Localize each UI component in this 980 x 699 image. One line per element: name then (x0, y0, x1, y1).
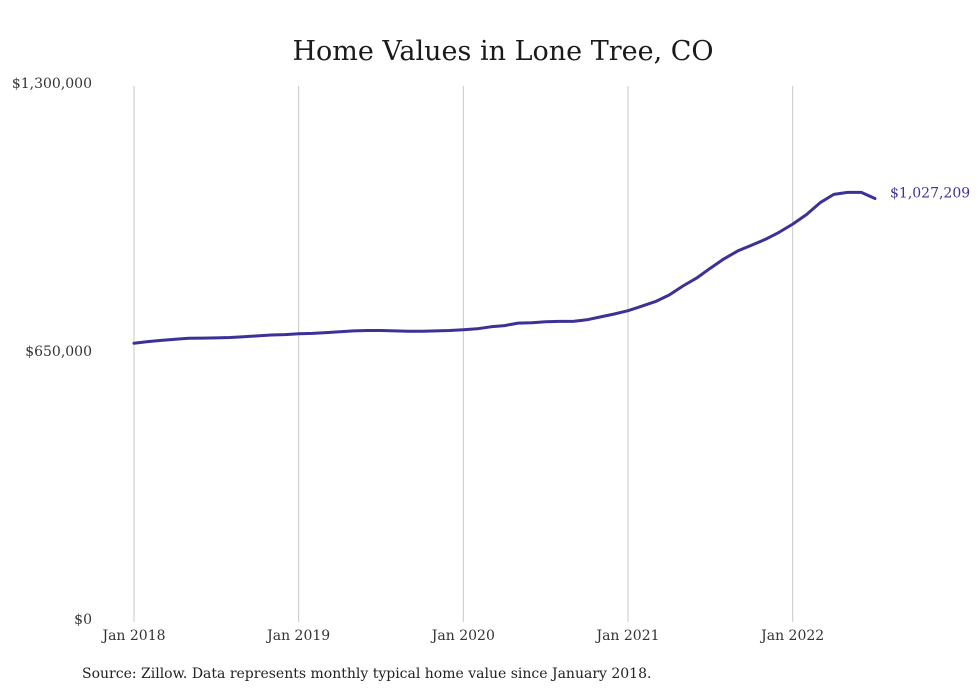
source-note: Source: Zillow. Data represents monthly … (82, 666, 652, 682)
x-tick-label: Jan 2020 (430, 628, 495, 644)
x-tick-label: Jan 2019 (265, 628, 330, 644)
gridlines (133, 86, 794, 622)
x-tick-label: Jan 2021 (594, 628, 659, 644)
x-tick-label: Jan 2018 (100, 628, 165, 644)
y-axis-ticks: $0 $650,000 $1,300,000 (12, 76, 92, 628)
y-tick-label: $650,000 (25, 344, 92, 360)
x-tick-label: Jan 2022 (759, 628, 824, 644)
series-group (132, 190, 877, 345)
y-tick-label: $0 (74, 612, 92, 628)
y-tick-label: $1,300,000 (12, 76, 92, 92)
series-line (132, 190, 877, 345)
end-value-label: $1,027,209 (890, 185, 970, 201)
chart-title: Home Values in Lone Tree, CO (292, 36, 713, 67)
x-axis-ticks: Jan 2018 Jan 2019 Jan 2020 Jan 2021 Jan 2022 (100, 628, 824, 644)
